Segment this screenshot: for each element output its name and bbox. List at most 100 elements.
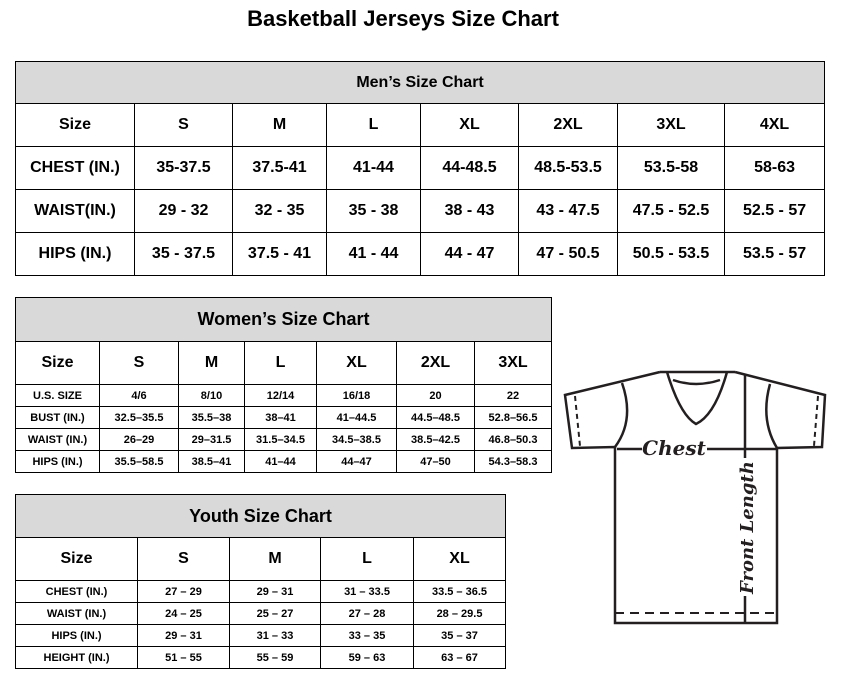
table-cell: 41-44: [326, 146, 421, 190]
table-cell: XL: [412, 537, 507, 581]
row-label: CHEST (IN.): [15, 146, 135, 190]
table-cell: 41–44.5: [316, 406, 397, 429]
table-cell: 31 – 33: [229, 624, 321, 647]
table-cell: 26–29: [99, 428, 179, 451]
table-cell: 41–44: [244, 450, 317, 473]
table-cell: 35 - 38: [326, 189, 421, 233]
table-row: WAIST(IN.) 29 - 32 32 - 35 35 - 38 38 - 43 43…: [15, 189, 826, 233]
table-cell: 29 – 31: [137, 624, 230, 647]
table-cell: 59 – 63: [320, 646, 414, 669]
row-label: Size: [15, 341, 100, 385]
table-row: CHEST (IN.) 35-37.5 37.5-41 41-44 44-48.5 48.…: [15, 146, 826, 190]
row-label: HIPS (IN.): [15, 450, 100, 473]
table-cell: XL: [316, 341, 397, 385]
table-cell: 4XL: [723, 103, 826, 147]
table-cell: 44 - 47: [420, 232, 519, 276]
table-cell: 50.5 - 53.5: [617, 232, 725, 276]
header-row: Size S M L XL 2XL 3XL 4XL: [15, 103, 826, 147]
table-cell: 8/10: [178, 384, 245, 407]
table-cell: 37.5-41: [232, 146, 327, 190]
row-label: HIPS (IN.): [15, 232, 135, 276]
table-cell: 22: [473, 384, 553, 407]
table-cell: L: [320, 537, 414, 581]
mens-size-table: Men’s Size Chart Size S M L XL 2XL 3XL 4XL CHEST…: [14, 61, 826, 276]
table-cell: XL: [420, 103, 519, 147]
table-cell: L: [326, 103, 421, 147]
table-cell: 28 – 29.5: [412, 602, 507, 625]
table-cell: 35-37.5: [134, 146, 233, 190]
table-cell: 53.5-58: [617, 146, 725, 190]
table-cell: 29 - 32: [134, 189, 233, 233]
table-cell: 32 - 35: [232, 189, 327, 233]
table-row: HIPS (IN.) 29 – 31 31 – 33 33 – 35 35 – 37: [15, 624, 507, 647]
womens-size-table: Women’s Size Chart Size S M L XL 2XL 3XL U.S. S…: [14, 297, 553, 473]
mens-table-title: Men’s Size Chart: [14, 61, 826, 104]
table-row: U.S. SIZE 4/6 8/10 12/14 16/18 20 22: [15, 384, 553, 407]
table-cell: 43 - 47.5: [518, 189, 618, 233]
table-cell: 44-48.5: [420, 146, 519, 190]
table-cell: 44.5–48.5: [396, 406, 475, 429]
row-label: WAIST(IN.): [15, 189, 135, 233]
table-cell: 47 - 50.5: [518, 232, 618, 276]
jersey-diagram: Chest Front Length: [563, 370, 827, 625]
table-cell: 33 – 35: [320, 624, 414, 647]
table-cell: 3XL: [617, 103, 725, 147]
table-cell: M: [232, 103, 327, 147]
table-row: CHEST (IN.) 27 – 29 29 – 31 31 – 33.5 33.5 –…: [15, 580, 507, 603]
table-cell: 55 – 59: [229, 646, 321, 669]
table-cell: 47.5 - 52.5: [617, 189, 725, 233]
table-cell: 44–47: [316, 450, 397, 473]
table-cell: 20: [396, 384, 475, 407]
row-label: HIPS (IN.): [15, 624, 138, 647]
row-label: Size: [15, 103, 135, 147]
table-cell: 34.5–38.5: [316, 428, 397, 451]
table-cell: 27 – 28: [320, 602, 414, 625]
table-cell: 2XL: [396, 341, 475, 385]
row-label: WAIST (IN.): [15, 428, 100, 451]
table-cell: 33.5 – 36.5: [412, 580, 507, 603]
table-cell: 47–50: [396, 450, 475, 473]
table-cell: 31 – 33.5: [320, 580, 414, 603]
table-cell: 46.8–50.3: [473, 428, 553, 451]
table-cell: 35.5–38: [178, 406, 245, 429]
table-cell: S: [134, 103, 233, 147]
header-row: Size S M L XL 2XL 3XL: [15, 341, 553, 385]
table-cell: 3XL: [473, 341, 553, 385]
table-cell: 29–31.5: [178, 428, 245, 451]
table-cell: 38.5–41: [178, 450, 245, 473]
table-cell: L: [244, 341, 317, 385]
youth-table-title: Youth Size Chart: [14, 494, 507, 538]
table-cell: 31.5–34.5: [244, 428, 317, 451]
table-cell: 37.5 - 41: [232, 232, 327, 276]
table-cell: 51 – 55: [137, 646, 230, 669]
table-row: HEIGHT (IN.) 51 – 55 55 – 59 59 – 63 63 – 67: [15, 646, 507, 669]
row-label: BUST (IN.): [15, 406, 100, 429]
table-cell: 54.3–58.3: [473, 450, 553, 473]
row-label: U.S. SIZE: [15, 384, 100, 407]
header-row: Size S M L XL: [15, 537, 507, 581]
table-cell: M: [229, 537, 321, 581]
table-cell: 63 – 67: [412, 646, 507, 669]
table-cell: 48.5-53.5: [518, 146, 618, 190]
table-cell: 38.5–42.5: [396, 428, 475, 451]
table-cell: 25 – 27: [229, 602, 321, 625]
table-cell: 29 – 31: [229, 580, 321, 603]
row-label: Size: [15, 537, 138, 581]
table-row: WAIST (IN.) 24 – 25 25 – 27 27 – 28 28 – 29.…: [15, 602, 507, 625]
chest-label: Chest: [642, 436, 706, 460]
table-cell: 16/18: [316, 384, 397, 407]
table-cell: 4/6: [99, 384, 179, 407]
table-cell: 38 - 43: [420, 189, 519, 233]
page-title: Basketball Jerseys Size Chart: [247, 6, 559, 31]
table-cell: M: [178, 341, 245, 385]
table-row: WAIST (IN.) 26–29 29–31.5 31.5–34.5 34.5–38.…: [15, 428, 553, 451]
front-length-label: Front Length: [737, 461, 758, 595]
table-cell: 24 – 25: [137, 602, 230, 625]
youth-size-table: Youth Size Chart Size S M L XL CHEST (IN.) 27 …: [14, 494, 507, 669]
table-cell: 52.8–56.5: [473, 406, 553, 429]
table-cell: 53.5 - 57: [723, 232, 826, 276]
table-cell: 41 - 44: [326, 232, 421, 276]
table-cell: S: [137, 537, 230, 581]
table-cell: 2XL: [518, 103, 618, 147]
table-cell: S: [99, 341, 179, 385]
